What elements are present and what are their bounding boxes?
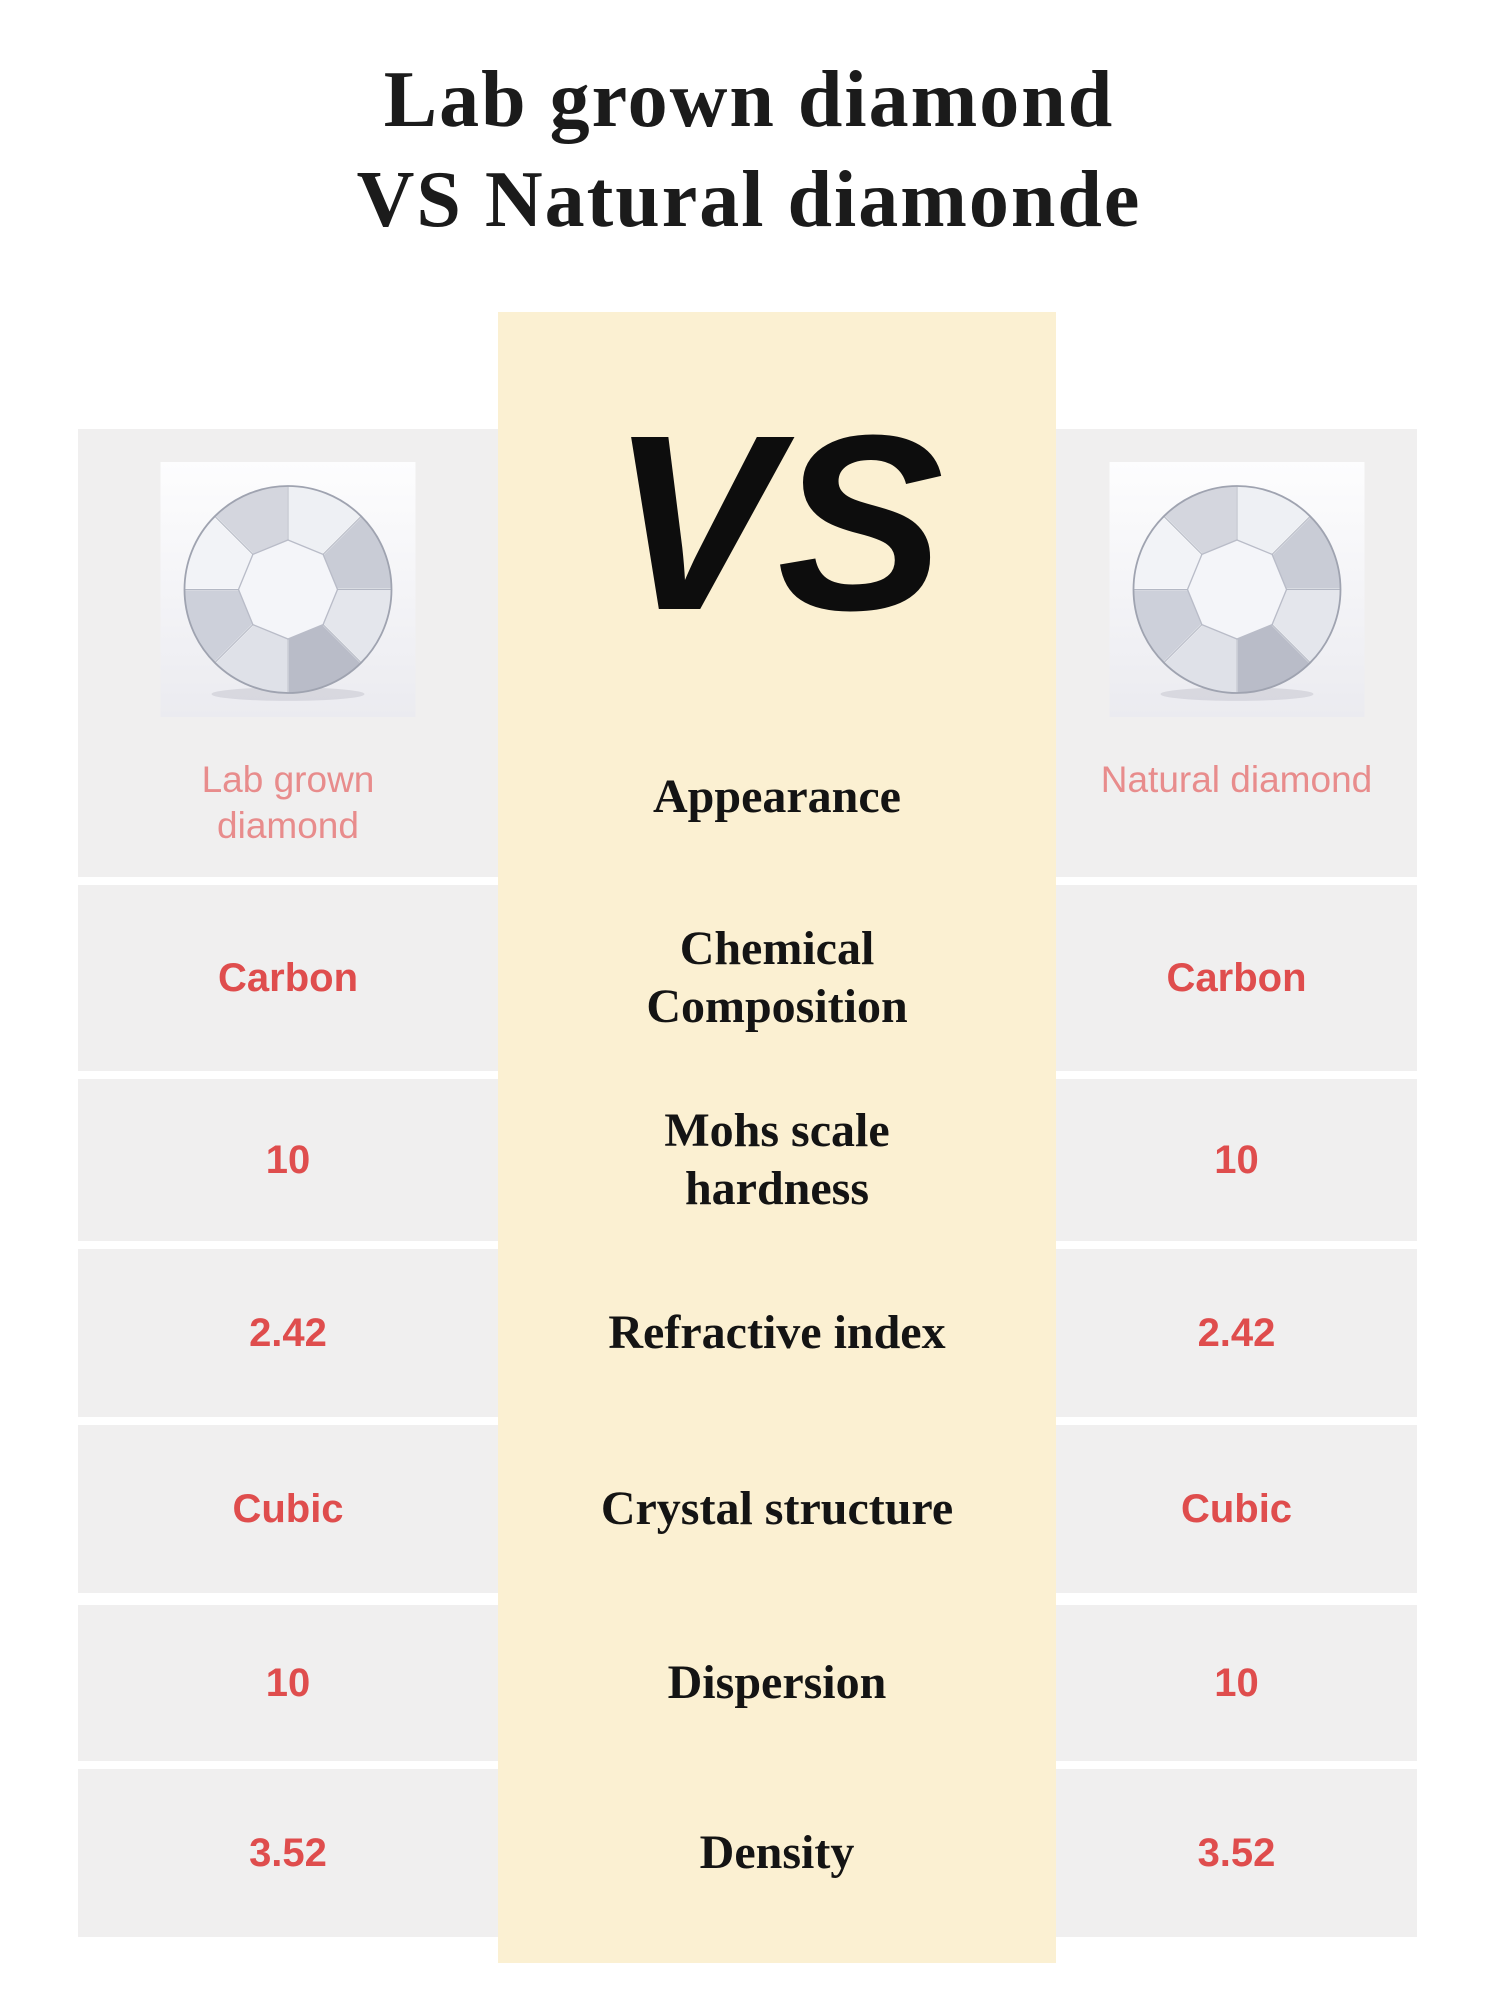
- attribute-text: Crystal structure: [600, 1482, 954, 1536]
- attribute-text: Appearance: [653, 769, 901, 823]
- natural-value-chemical-composition: Carbon: [1056, 885, 1417, 1071]
- attribute-label-appearance: Appearance: [498, 715, 1056, 878]
- natural-value-density: 3.52: [1056, 1769, 1417, 1937]
- attribute-label-chemical-composition: Chemical Composition: [498, 885, 1056, 1071]
- natural-value-crystal-structure: Cubic: [1056, 1425, 1417, 1593]
- attribute-text: Chemical Composition: [646, 922, 908, 1033]
- lab-grown-value-refractive-index: 2.42: [78, 1249, 498, 1417]
- natural-value-refractive-index: 2.42: [1056, 1249, 1417, 1417]
- diamond-icon: [1132, 485, 1341, 702]
- attribute-text: Dispersion: [667, 1656, 887, 1710]
- lab-grown-appearance-cell: Lab grown diamond: [78, 429, 498, 877]
- lab-grown-value-crystal-structure: Cubic: [78, 1425, 498, 1593]
- title-line-1: Lab grown diamond: [383, 56, 1115, 144]
- natural-column-label: Natural diamond: [1056, 757, 1417, 803]
- natural-appearance-cell: Natural diamond: [1056, 429, 1417, 877]
- attribute-label-refractive-index: Refractive index: [498, 1249, 1056, 1417]
- attribute-text: Mohs scale hardness: [664, 1104, 890, 1215]
- lab-grown-diamond-photo: [160, 462, 416, 717]
- title-line-2: VS Natural diamonde: [356, 156, 1142, 244]
- lab-grown-column-label: Lab grown diamond: [78, 757, 498, 850]
- lab-grown-value-mohs-hardness: 10: [78, 1079, 498, 1241]
- lab-grown-value-density: 3.52: [78, 1769, 498, 1937]
- lab-grown-value-chemical-composition: Carbon: [78, 885, 498, 1071]
- attribute-label-density: Density: [498, 1769, 1056, 1937]
- attribute-text: Refractive index: [608, 1306, 946, 1360]
- natural-value-dispersion: 10: [1056, 1605, 1417, 1761]
- lab-grown-column-label-text: Lab grown diamond: [201, 759, 375, 847]
- attribute-text: Density: [699, 1826, 855, 1880]
- attribute-label-crystal-structure: Crystal structure: [498, 1425, 1056, 1593]
- attribute-label-dispersion: Dispersion: [498, 1605, 1056, 1761]
- attributes-column-background: [498, 312, 1056, 1963]
- diamond-icon: [183, 485, 393, 702]
- natural-value-mohs-hardness: 10: [1056, 1079, 1417, 1241]
- attribute-label-mohs-hardness: Mohs scale hardness: [498, 1079, 1056, 1241]
- page-title: Lab grown diamond VS Natural diamonde: [0, 50, 1498, 250]
- natural-column-label-text: Natural diamond: [1100, 759, 1373, 800]
- lab-grown-value-dispersion: 10: [78, 1605, 498, 1761]
- vs-label: VS: [610, 383, 944, 662]
- natural-diamond-photo: [1109, 462, 1364, 717]
